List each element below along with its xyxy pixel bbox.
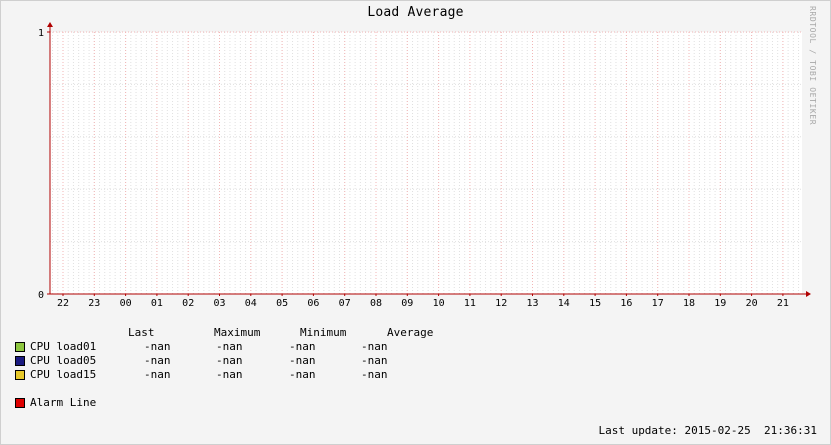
legend-max: -nan <box>216 368 243 381</box>
legend-swatch-load05 <box>15 356 25 366</box>
plot-area: 22 23 00 01 02 03 04 05 06 07 08 09 10 11 12 13 14 15 16 17… <box>0 0 831 320</box>
legend-max: -nan <box>216 354 243 367</box>
legend-swatch-load01 <box>15 342 25 352</box>
x-tick-label: 14 <box>558 298 570 309</box>
legend-last: -nan <box>144 354 171 367</box>
legend-name: CPU load05 <box>30 354 96 367</box>
x-tick-label: 10 <box>433 298 445 309</box>
x-tick-label: 04 <box>245 298 257 309</box>
x-tick-label: 19 <box>714 298 726 309</box>
x-tick-label: 20 <box>746 298 758 309</box>
x-tick-label: 21 <box>777 298 789 309</box>
legend-min: -nan <box>289 354 316 367</box>
x-tick-label: 18 <box>683 298 695 309</box>
legend-min: -nan <box>289 340 316 353</box>
y-axis-arrow <box>47 22 53 27</box>
legend-name: CPU load15 <box>30 368 96 381</box>
legend-header-maximum: Maximum <box>214 326 260 339</box>
legend-avg: -nan <box>361 368 388 381</box>
x-tick-label: 02 <box>182 298 194 309</box>
y-tick-label: 0 <box>38 290 44 301</box>
x-tick-label: 15 <box>589 298 601 309</box>
legend-name: CPU load01 <box>30 340 96 353</box>
x-tick-label: 23 <box>88 298 100 309</box>
x-tick-label: 06 <box>307 298 319 309</box>
legend-header-average: Average <box>387 326 433 339</box>
legend-header-last: Last <box>128 326 155 339</box>
x-tick-label: 05 <box>276 298 288 309</box>
legend-last: -nan <box>144 368 171 381</box>
x-tick-label: 00 <box>120 298 132 309</box>
x-tick-label: 08 <box>370 298 382 309</box>
x-tick-label: 16 <box>620 298 632 309</box>
legend-name: Alarm Line <box>30 396 96 409</box>
x-tick-label: 12 <box>495 298 507 309</box>
y-tick-labels: 10 <box>38 28 44 301</box>
x-tick-labels: 22 23 00 01 02 03 04 05 06 07 08 09 10 11 12 13 14 15 16 17… <box>57 298 789 309</box>
x-tick-label: 11 <box>464 298 476 309</box>
legend-avg: -nan <box>361 340 388 353</box>
legend-header-minimum: Minimum <box>300 326 346 339</box>
x-tick-label: 03 <box>213 298 225 309</box>
x-tick-label: 09 <box>401 298 413 309</box>
x-tick-label: 17 <box>652 298 664 309</box>
x-axis-arrow <box>806 291 811 297</box>
x-tick-label: 22 <box>57 298 69 309</box>
last-update-text: Last update: 2015-02-25 21:36:31 <box>598 424 817 437</box>
x-tick-label: 13 <box>526 298 538 309</box>
legend-swatch-load15 <box>15 370 25 380</box>
legend-swatch-alarm <box>15 398 25 408</box>
legend-max: -nan <box>216 340 243 353</box>
x-tick-label: 01 <box>151 298 163 309</box>
legend-last: -nan <box>144 340 171 353</box>
y-tick-label: 1 <box>38 28 44 39</box>
x-tick-label: 07 <box>339 298 351 309</box>
legend-avg: -nan <box>361 354 388 367</box>
legend-min: -nan <box>289 368 316 381</box>
